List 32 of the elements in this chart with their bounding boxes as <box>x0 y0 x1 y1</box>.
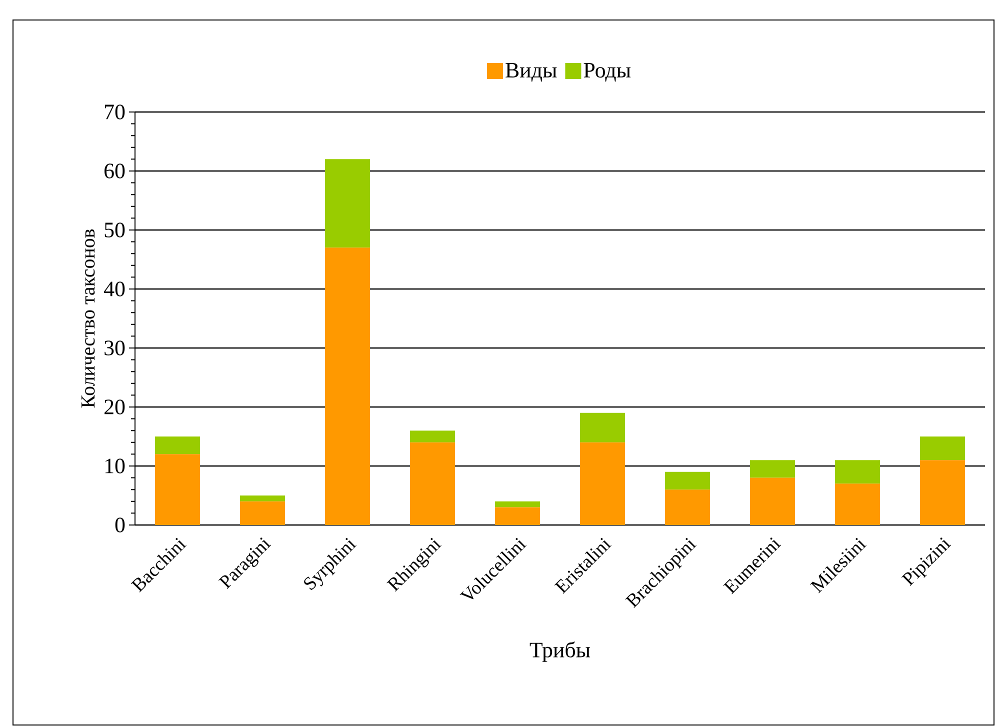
bar <box>580 442 626 525</box>
y-tick-label: 50 <box>104 222 125 238</box>
bar <box>410 442 456 525</box>
bar <box>495 501 540 508</box>
bar <box>750 460 796 478</box>
bar <box>665 472 710 490</box>
legend-label: Роды <box>584 63 631 82</box>
bar <box>665 490 710 525</box>
bar <box>750 478 796 525</box>
legend-label: Виды <box>506 63 557 82</box>
x-axis-title: Трибы <box>530 642 590 662</box>
bar <box>495 507 540 525</box>
bar <box>325 159 370 248</box>
bar <box>325 248 370 525</box>
y-tick-label: 20 <box>104 400 125 414</box>
y-tick-label: 10 <box>105 458 125 474</box>
bar <box>835 460 880 484</box>
y-tick-label: 30 <box>104 340 125 356</box>
bar <box>920 460 966 525</box>
y-axis-title: Количество таксонов <box>81 229 95 408</box>
bar <box>835 484 880 525</box>
bar <box>155 436 200 454</box>
y-tick-label: 70 <box>105 104 125 120</box>
y-tick-label: 0 <box>115 518 125 532</box>
bar <box>580 412 626 442</box>
bar <box>240 501 286 525</box>
bar <box>155 454 200 525</box>
bar <box>920 436 966 460</box>
y-tick-label: 40 <box>104 282 125 296</box>
y-tick-label: 60 <box>104 164 125 178</box>
bar <box>410 430 456 442</box>
bar <box>240 495 286 502</box>
